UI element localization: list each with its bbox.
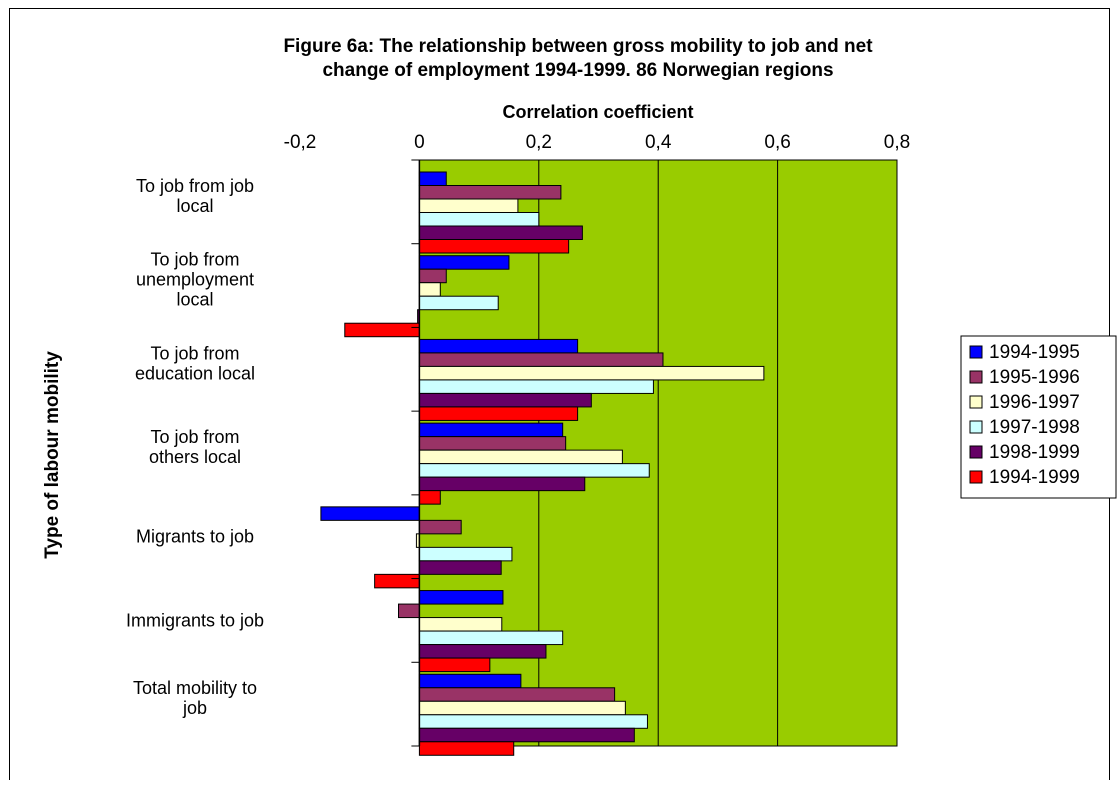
- y-axis-title: Type of labour mobility: [42, 351, 63, 559]
- plot-area: [320, 159, 898, 756]
- x-axis-ticks: -0,2 0 0,2 0,4 0,6 0,8: [284, 132, 911, 153]
- bar: [418, 212, 540, 227]
- legend-swatch: [969, 470, 983, 484]
- legend-label: 1997-1998: [989, 417, 1080, 438]
- bar: [418, 268, 447, 284]
- legend-swatch: [969, 370, 983, 384]
- legend: 1994-1995 1995-1996 1996-1997 1997-1998 1998…: [960, 335, 1117, 499]
- bar: [418, 644, 547, 659]
- legend-label: 1996-1997: [989, 392, 1080, 413]
- chart-title-line1: Figure 6a: The relationship between gros…: [283, 36, 873, 57]
- bar: [344, 322, 420, 338]
- bar: [418, 406, 579, 421]
- bar: [320, 506, 420, 521]
- x-tick-label: 0,6: [764, 132, 790, 153]
- bar: [418, 436, 567, 451]
- legend-label: 1994-1995: [989, 342, 1080, 363]
- category-label-line: To job from job: [136, 176, 254, 196]
- bar: [418, 630, 564, 646]
- legend-label: 1994-1999: [989, 467, 1080, 488]
- category-label-line: Total mobility to: [133, 678, 257, 698]
- category-label-line: unemployment: [136, 270, 254, 290]
- category-label: To job from education local: [135, 343, 255, 383]
- bar: [418, 225, 583, 240]
- legend-swatch: [969, 420, 983, 434]
- category-label-line: education local: [135, 363, 255, 383]
- bar: [418, 185, 562, 200]
- bar: [374, 573, 420, 589]
- legend-box: [960, 335, 1117, 499]
- bar: [418, 700, 626, 716]
- category-label-line: To job from: [150, 343, 239, 363]
- legend-swatch: [969, 345, 983, 359]
- bar: [418, 687, 616, 702]
- bar: [418, 490, 441, 505]
- bar: [418, 379, 654, 394]
- legend-swatch: [969, 395, 983, 409]
- category-label-line: others local: [149, 447, 241, 467]
- legend-label: 1995-1996: [989, 367, 1080, 388]
- category-label-line: local: [176, 290, 213, 310]
- bar: [418, 171, 447, 186]
- category-label: Migrants to job: [136, 527, 254, 547]
- category-label-line: local: [176, 196, 213, 216]
- bar: [418, 422, 564, 438]
- legend-swatch: [969, 445, 983, 459]
- bar: [418, 352, 664, 367]
- category-label-line: To job from: [150, 250, 239, 270]
- category-label: To job from unemployment local: [136, 250, 254, 310]
- bar: [418, 282, 441, 297]
- bar: [418, 617, 503, 632]
- bar: [418, 449, 623, 465]
- bar: [398, 603, 420, 619]
- legend-label: 1998-1999: [989, 442, 1080, 463]
- x-tick-label: 0: [414, 132, 425, 153]
- bar: [418, 560, 502, 575]
- x-tick-label: 0,2: [526, 132, 552, 153]
- bar: [418, 392, 592, 408]
- chart-title-line2: change of employment 1994-1999. 86 Norwe…: [322, 60, 833, 81]
- category-label-line: Migrants to job: [136, 527, 254, 547]
- bar: [418, 365, 765, 381]
- category-label: To job from job local: [136, 176, 254, 216]
- category-label: To job from others local: [149, 427, 241, 467]
- x-axis-title: Correlation coefficient: [502, 102, 693, 122]
- bar: [418, 673, 522, 689]
- bar: [418, 519, 462, 535]
- bar: [418, 741, 515, 756]
- bar: [418, 727, 635, 743]
- x-tick-label: 0,8: [884, 132, 910, 153]
- category-label: Total mobility to job: [133, 678, 257, 718]
- x-tick-label: 0,4: [645, 132, 672, 153]
- bar: [418, 463, 650, 478]
- category-label: Immigrants to job: [126, 610, 264, 630]
- bar: [418, 295, 499, 311]
- bar: [418, 657, 491, 673]
- category-label-line: Immigrants to job: [126, 610, 264, 630]
- bar: [418, 239, 570, 254]
- bar: [418, 198, 519, 213]
- bar: [418, 476, 586, 492]
- bar: [418, 714, 648, 729]
- bar: [418, 546, 513, 562]
- bar: [418, 255, 510, 270]
- bar: [418, 338, 579, 354]
- bar: [418, 590, 504, 605]
- category-label-line: job: [182, 698, 207, 718]
- category-label-line: To job from: [150, 427, 239, 447]
- x-tick-label: -0,2: [284, 132, 317, 153]
